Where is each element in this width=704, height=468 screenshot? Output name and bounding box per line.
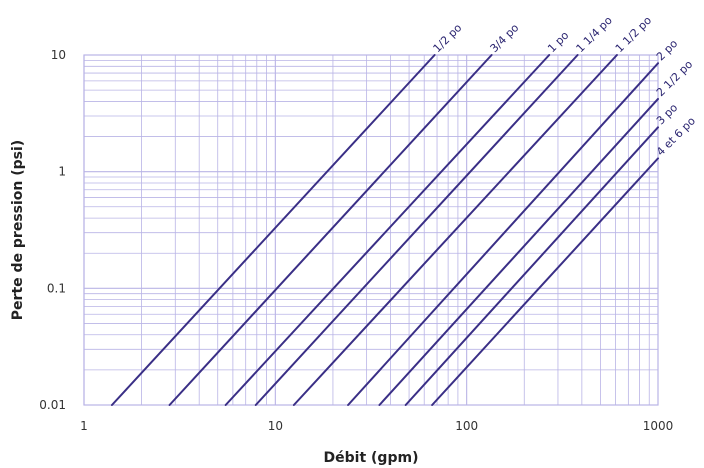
- x-tick-label: 100: [455, 419, 478, 433]
- series-line: [347, 62, 659, 406]
- y-axis-title: Perte de pression (psi): [10, 140, 26, 320]
- series-line: [378, 97, 659, 406]
- series-label: 2 1/2 po: [654, 58, 695, 99]
- y-tick-label: 0.1: [47, 281, 66, 295]
- series-label: 1 1/4 po: [574, 14, 615, 55]
- series-label: 1 1/2 po: [613, 14, 654, 55]
- series-group: [110, 54, 659, 406]
- plot-border: [83, 54, 659, 406]
- x-axis-title: Débit (gpm): [324, 450, 419, 466]
- x-tick-label: 1: [80, 419, 88, 433]
- y-tick-label: 10: [51, 48, 66, 62]
- plot-frame: [83, 54, 659, 406]
- series-line: [431, 157, 659, 406]
- series-label: 2 po: [654, 37, 681, 64]
- series-label: 3/4 po: [488, 21, 522, 55]
- x-tick-label: 1000: [643, 419, 674, 433]
- x-tick-labels: 1 10 100 1000: [80, 419, 673, 433]
- y-tick-label: 0.01: [39, 398, 66, 412]
- series-line: [110, 54, 436, 406]
- series-line: [168, 54, 493, 406]
- series-line: [254, 54, 579, 406]
- series-label: 1/2 po: [431, 21, 465, 55]
- x-tick-label: 10: [268, 419, 283, 433]
- series-line: [292, 54, 618, 406]
- series-line: [224, 54, 551, 406]
- series-label: 1 po: [545, 29, 572, 56]
- series-line: [404, 126, 659, 406]
- chart-grid: [83, 55, 658, 406]
- y-tick-labels: 0.01 0.1 1 10: [39, 48, 66, 412]
- y-tick-label: 1: [58, 165, 66, 179]
